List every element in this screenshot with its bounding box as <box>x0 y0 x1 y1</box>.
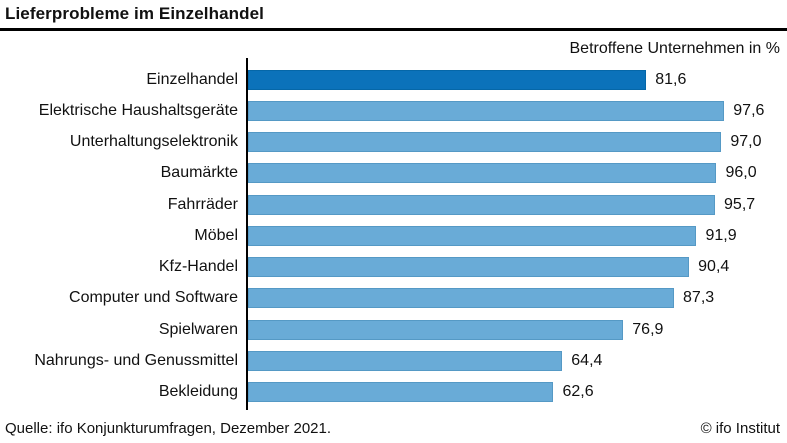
chart-rows: Einzelhandel 81,6 Elektrische Haushaltsg… <box>0 64 787 408</box>
chart-row: Baumärkte 96,0 <box>0 158 787 189</box>
category-label: Nahrungs- und Genussmittel <box>34 352 238 370</box>
value-label: 97,6 <box>733 101 765 119</box>
title-divider <box>0 28 787 31</box>
category-label: Kfz-Handel <box>158 258 238 276</box>
bar-track: 97,0 <box>0 132 787 153</box>
value-label: 97,0 <box>730 133 762 151</box>
bar <box>248 194 716 215</box>
category-label: Möbel <box>194 226 238 244</box>
value-label: 62,6 <box>562 383 594 401</box>
value-label: 81,6 <box>655 70 687 88</box>
bar-highlighted <box>248 69 647 90</box>
bar-track: 95,7 <box>0 194 787 215</box>
chart-row: Computer und Software 87,3 <box>0 283 787 314</box>
chart-row: Kfz-Handel 90,4 <box>0 252 787 283</box>
category-label: Unterhaltungselektronik <box>69 133 238 151</box>
value-label: 96,0 <box>725 164 757 182</box>
chart-row: Spielwaren 76,9 <box>0 314 787 345</box>
category-label: Bekleidung <box>158 383 238 401</box>
chart-row: Unterhaltungselektronik 97,0 <box>0 127 787 158</box>
bar-track: 90,4 <box>0 257 787 278</box>
source-note: Quelle: ifo Konjunkturumfragen, Dezember… <box>5 420 332 437</box>
value-label: 95,7 <box>724 195 756 213</box>
chart-row: Einzelhandel 81,6 <box>0 64 787 95</box>
chart-row: Elektrische Haushaltsgeräte 97,6 <box>0 95 787 126</box>
bar-track: 96,0 <box>0 163 787 184</box>
bar <box>248 319 624 340</box>
category-label: Einzelhandel <box>146 70 238 88</box>
chart-row: Möbel 91,9 <box>0 220 787 251</box>
value-label: 76,9 <box>632 320 664 338</box>
bar <box>248 132 722 153</box>
bar-chart: Einzelhandel 81,6 Elektrische Haushaltsg… <box>0 58 787 410</box>
category-label: Fahrräder <box>167 195 238 213</box>
category-label: Computer und Software <box>69 289 238 307</box>
category-label: Baumärkte <box>160 164 238 182</box>
chart-row: Nahrungs- und Genussmittel 64,4 <box>0 345 787 376</box>
chart-row: Bekleidung 62,6 <box>0 377 787 408</box>
bar <box>248 351 563 372</box>
value-label: 87,3 <box>683 289 715 307</box>
value-label: 91,9 <box>705 226 737 244</box>
bar-track: 87,3 <box>0 288 787 309</box>
value-label: 90,4 <box>698 258 730 276</box>
y-axis-line <box>246 58 248 410</box>
bar-track: 64,4 <box>0 351 787 372</box>
bar <box>248 225 697 246</box>
category-label: Elektrische Haushaltsgeräte <box>38 101 238 119</box>
bar-track: 91,9 <box>0 225 787 246</box>
bar <box>248 100 725 121</box>
category-label: Spielwaren <box>158 320 238 338</box>
bar-track: 81,6 <box>0 69 787 90</box>
chart-subtitle: Betroffene Unternehmen in % <box>569 40 781 57</box>
bar-track: 97,6 <box>0 100 787 121</box>
value-label: 64,4 <box>571 352 603 370</box>
chart-row: Fahrräder 95,7 <box>0 189 787 220</box>
bar <box>248 257 690 278</box>
bar-track: 76,9 <box>0 319 787 340</box>
copyright-note: © ifo Institut <box>700 420 780 437</box>
bar <box>248 163 717 184</box>
bar <box>248 382 554 403</box>
bar <box>248 288 675 309</box>
chart-footer: Quelle: ifo Konjunkturumfragen, Dezember… <box>5 420 780 437</box>
page-title: Lieferprobleme im Einzelhandel <box>5 4 265 23</box>
bar-track: 62,6 <box>0 382 787 403</box>
